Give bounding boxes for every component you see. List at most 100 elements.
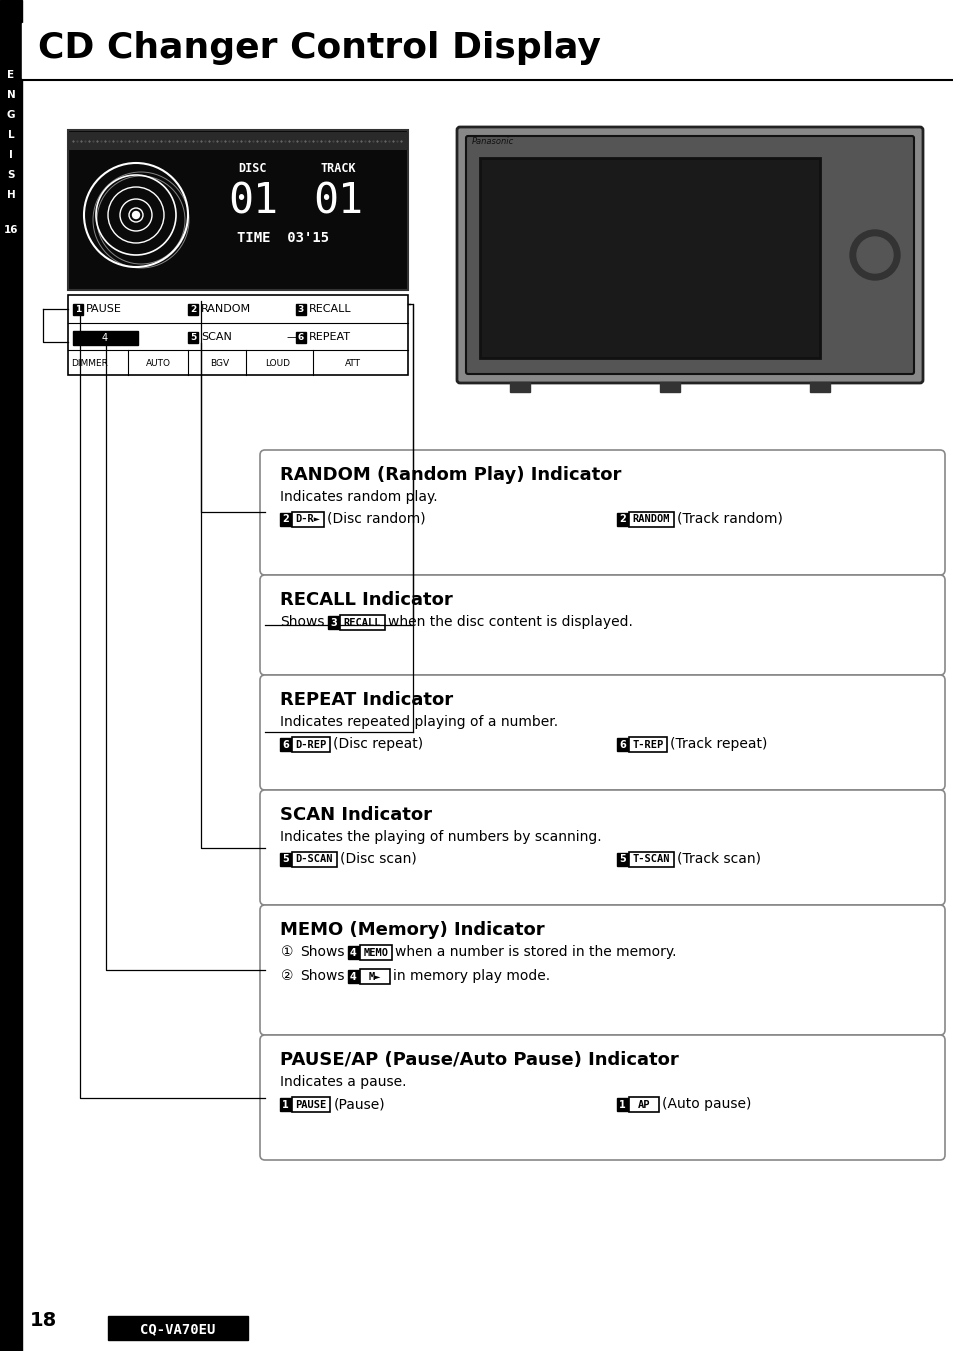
Text: 4: 4 <box>350 971 356 981</box>
Text: 6: 6 <box>297 332 304 342</box>
Bar <box>280 852 291 866</box>
FancyBboxPatch shape <box>292 512 324 527</box>
Text: (Track scan): (Track scan) <box>677 852 760 866</box>
Text: DISC: DISC <box>238 162 267 174</box>
Bar <box>108 1316 248 1340</box>
Bar <box>22 23 953 78</box>
Text: Indicates repeated playing of a number.: Indicates repeated playing of a number. <box>280 715 558 730</box>
FancyBboxPatch shape <box>456 127 923 382</box>
FancyBboxPatch shape <box>260 790 944 905</box>
Text: 6: 6 <box>618 739 625 750</box>
Text: G: G <box>7 109 15 120</box>
Circle shape <box>132 212 139 219</box>
Bar <box>0 0 22 1351</box>
Bar <box>68 130 408 290</box>
FancyBboxPatch shape <box>628 852 673 867</box>
Bar <box>188 332 198 343</box>
Text: Indicates the playing of numbers by scanning.: Indicates the playing of numbers by scan… <box>280 830 601 844</box>
Text: D-SCAN: D-SCAN <box>295 854 333 865</box>
FancyBboxPatch shape <box>628 512 673 527</box>
Text: RECALL: RECALL <box>343 617 381 627</box>
Text: H: H <box>7 190 15 200</box>
Bar <box>510 382 530 392</box>
Text: T-REP: T-REP <box>632 739 663 750</box>
Text: 1: 1 <box>282 1100 289 1109</box>
Bar <box>68 132 408 150</box>
Text: RANDOM: RANDOM <box>632 515 670 524</box>
Bar <box>479 158 820 358</box>
Bar <box>328 616 338 630</box>
Text: 3: 3 <box>297 305 304 313</box>
Text: 2: 2 <box>190 305 196 313</box>
Bar <box>73 331 138 345</box>
Text: AUTO: AUTO <box>146 358 171 367</box>
Text: RECALL Indicator: RECALL Indicator <box>280 590 453 609</box>
Bar <box>348 970 358 984</box>
Text: 5: 5 <box>282 854 289 865</box>
Bar <box>280 738 291 751</box>
Bar <box>659 382 679 392</box>
Text: 5: 5 <box>190 332 196 342</box>
Text: RANDOM: RANDOM <box>201 304 251 313</box>
Bar <box>73 304 83 315</box>
Text: S: S <box>8 170 14 180</box>
Bar <box>617 1098 627 1111</box>
FancyBboxPatch shape <box>465 136 913 374</box>
Text: (Track random): (Track random) <box>677 512 782 526</box>
Text: 1: 1 <box>74 305 81 313</box>
Text: RECALL: RECALL <box>309 304 352 313</box>
Text: PAUSE: PAUSE <box>86 304 122 313</box>
Text: 6: 6 <box>282 739 289 750</box>
Text: SCAN: SCAN <box>201 332 232 342</box>
Text: (Track repeat): (Track repeat) <box>670 738 767 751</box>
Text: (Disc random): (Disc random) <box>327 512 425 526</box>
Text: Indicates random play.: Indicates random play. <box>280 490 437 504</box>
Text: M►: M► <box>369 971 381 981</box>
Text: E: E <box>8 70 14 80</box>
Text: —: — <box>286 332 296 342</box>
Text: 1: 1 <box>618 1100 625 1109</box>
Text: T-SCAN: T-SCAN <box>632 854 670 865</box>
Text: ATT: ATT <box>345 358 360 367</box>
Bar <box>68 295 408 376</box>
FancyBboxPatch shape <box>359 944 392 961</box>
Text: Indicates a pause.: Indicates a pause. <box>280 1075 406 1089</box>
Text: N: N <box>7 91 15 100</box>
Text: CD Changer Control Display: CD Changer Control Display <box>38 31 600 65</box>
Text: DIMMER: DIMMER <box>71 358 109 367</box>
Text: 3: 3 <box>330 617 336 627</box>
FancyBboxPatch shape <box>292 852 336 867</box>
Text: Shows: Shows <box>299 944 344 959</box>
FancyBboxPatch shape <box>260 450 944 576</box>
Text: MEMO: MEMO <box>363 947 388 958</box>
Bar <box>188 304 198 315</box>
Text: when a number is stored in the memory.: when a number is stored in the memory. <box>395 944 676 959</box>
Text: MEMO (Memory) Indicator: MEMO (Memory) Indicator <box>280 921 544 939</box>
FancyBboxPatch shape <box>359 969 390 984</box>
Text: 2: 2 <box>282 515 289 524</box>
Bar <box>280 513 291 526</box>
Text: PAUSE/AP (Pause/Auto Pause) Indicator: PAUSE/AP (Pause/Auto Pause) Indicator <box>280 1051 678 1069</box>
Text: D-REP: D-REP <box>295 739 327 750</box>
Bar <box>280 1098 291 1111</box>
Text: REPEAT: REPEAT <box>309 332 351 342</box>
FancyBboxPatch shape <box>628 1097 659 1112</box>
Text: D-R►: D-R► <box>295 515 320 524</box>
Bar <box>809 382 829 392</box>
Bar <box>617 513 627 526</box>
FancyBboxPatch shape <box>628 738 667 753</box>
Text: in memory play mode.: in memory play mode. <box>393 969 550 984</box>
FancyBboxPatch shape <box>260 1035 944 1161</box>
Text: 18: 18 <box>30 1310 57 1329</box>
Text: (Auto pause): (Auto pause) <box>661 1097 751 1111</box>
Text: PAUSE: PAUSE <box>295 1100 327 1109</box>
Text: ①: ① <box>280 944 293 959</box>
Text: SCAN Indicator: SCAN Indicator <box>280 807 432 824</box>
Text: REPEAT Indicator: REPEAT Indicator <box>280 690 453 709</box>
Text: LOUD: LOUD <box>265 358 291 367</box>
FancyBboxPatch shape <box>260 576 944 676</box>
Text: (Disc repeat): (Disc repeat) <box>334 738 423 751</box>
Text: 01: 01 <box>228 181 277 223</box>
Text: 5: 5 <box>618 854 625 865</box>
Text: TRACK: TRACK <box>320 162 355 174</box>
